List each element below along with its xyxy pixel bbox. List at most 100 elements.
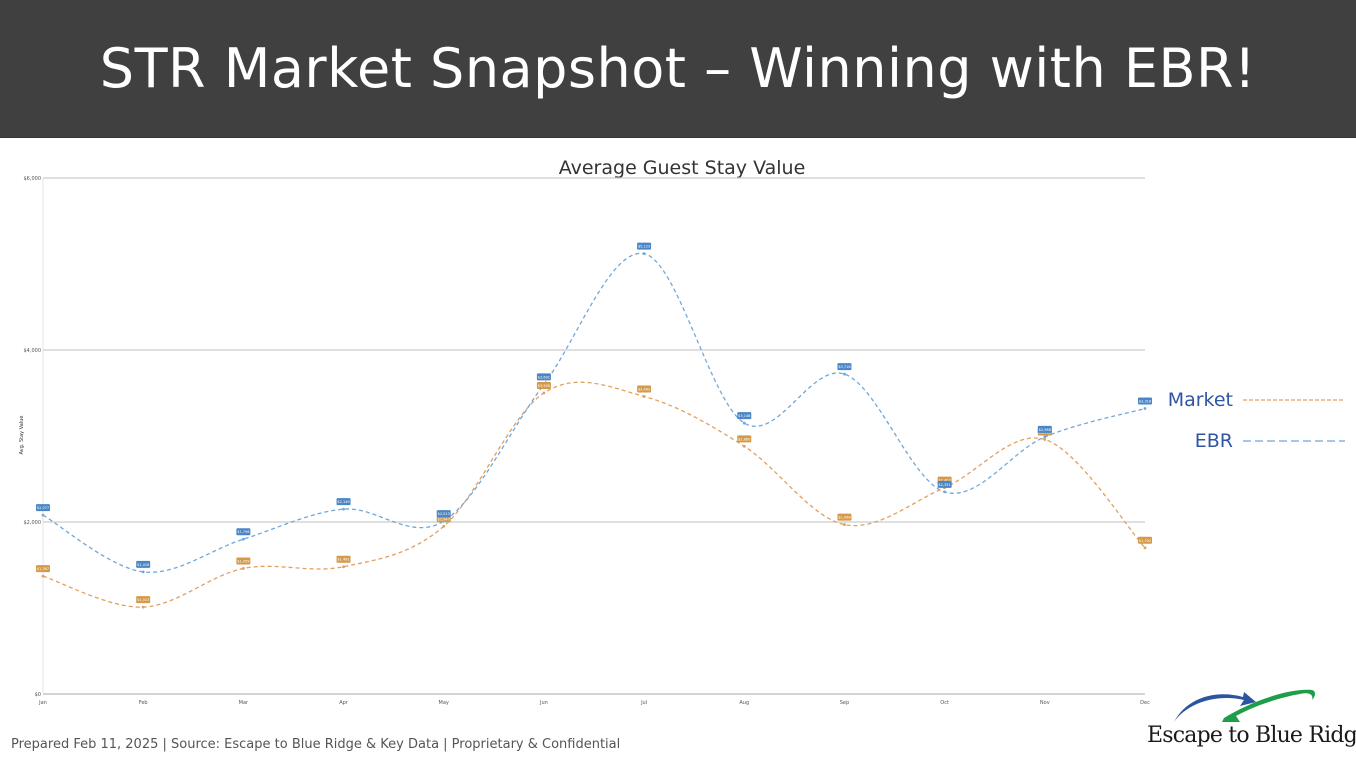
ebr-point <box>141 570 145 574</box>
market-point <box>843 523 846 526</box>
ebr-data-label: $2,351 <box>937 480 952 488</box>
market-data-label-text: $1,702 <box>1139 539 1151 543</box>
ebr-data-label-box <box>937 480 952 488</box>
market-point <box>1143 546 1147 550</box>
legend-label-market: Market <box>1168 389 1233 411</box>
ebr-data-label-text: $5,123 <box>638 245 650 249</box>
market-data-label-text: $1,013 <box>137 598 149 602</box>
market-data-label-box <box>737 435 752 443</box>
market-line <box>42 381 1146 608</box>
chart-title: Average Guest Stay Value <box>559 157 806 179</box>
market-data-label-box <box>36 565 50 573</box>
ebr-data-label: $2,149 <box>336 498 351 506</box>
y-tick-label: $0 <box>35 692 41 698</box>
market-data-label-box <box>136 596 151 604</box>
ebr-data-label-text: $2,077 <box>37 506 49 510</box>
ebr-data-label-box <box>436 510 451 518</box>
market-data-label: $1,702 <box>1138 536 1152 544</box>
ebr-data-label-box <box>336 498 351 506</box>
market-data-label-box <box>837 513 852 521</box>
ebr-point <box>943 490 947 494</box>
ebr-data-label-text: $2,988 <box>1039 428 1051 432</box>
ebr-data-label: $2,013 <box>436 510 451 518</box>
logo-text: Escape to Blue Ridge <box>1147 723 1356 748</box>
market-point <box>542 391 546 395</box>
ebr-data-label-box <box>136 560 151 568</box>
ebr-data-label-text: $2,013 <box>438 512 450 516</box>
ebr-point <box>642 252 646 256</box>
market-point <box>241 567 245 570</box>
x-tick-label: Sep <box>840 700 849 706</box>
source-note: Prepared Feb 11, 2025 | Source: Escape t… <box>11 737 621 752</box>
market-data-label: $1,367 <box>36 565 50 573</box>
ebr-data-label: $1,796 <box>236 528 251 536</box>
ebr-data-label: $2,988 <box>1037 425 1052 433</box>
market-data-label-text: $1,481 <box>337 558 349 562</box>
x-tick-label: Apr <box>339 700 349 706</box>
ebr-data-label-box <box>1138 397 1152 405</box>
market-data-label-text: $1,367 <box>37 567 49 571</box>
market-point <box>442 524 446 528</box>
page-title: STR Market Snapshot – Winning with EBR! <box>99 37 1257 100</box>
ebr-data-label: $5,123 <box>637 242 652 250</box>
ebr-data-label-text: $3,718 <box>838 365 850 369</box>
ebr-data-label-text: $2,149 <box>337 500 349 504</box>
market-data-label: $1,481 <box>336 555 351 563</box>
ebr-data-label-text: $3,601 <box>538 375 550 379</box>
line-chart: Average Guest Stay Value Avg. Stay Value… <box>19 157 1345 706</box>
market-data-label: $3,500 <box>536 382 551 389</box>
ebr-point <box>241 537 245 541</box>
ebr-data-label-box <box>36 504 50 512</box>
ebr-point <box>742 421 746 425</box>
market-point <box>642 395 646 398</box>
legend-label-ebr: EBR <box>1195 430 1233 452</box>
ebr-data-label-box <box>737 412 752 420</box>
ebr-point <box>342 507 345 511</box>
ebr-point <box>41 513 45 517</box>
y-tick-label: $6,000 <box>24 176 42 182</box>
x-tick-label: Dec <box>1140 700 1150 706</box>
market-data-label: $3,462 <box>637 385 652 393</box>
x-tick-label: Mar <box>239 700 249 706</box>
market-data-label-box <box>336 555 351 563</box>
ebr-data-label-box <box>837 363 852 371</box>
ebr-point <box>843 372 846 376</box>
x-tick-label: Jun <box>539 700 548 706</box>
x-tick-label: Jan <box>38 700 47 706</box>
ebr-point <box>1043 435 1047 439</box>
ebr-data-label-box <box>236 528 251 536</box>
ebr-data-label: $2,077 <box>36 504 50 512</box>
market-data-label-box <box>637 385 652 393</box>
market-data-label-text: $1,459 <box>237 559 249 563</box>
market-data-label: $1,459 <box>236 557 251 565</box>
ebr-data-label-text: $3,148 <box>738 414 750 418</box>
ebr-line <box>42 253 1146 573</box>
market-point <box>41 574 45 578</box>
y-axis-label: Avg. Stay Value <box>19 416 25 455</box>
ebr-data-label: $3,318 <box>1138 397 1152 405</box>
x-tick-label: Oct <box>940 700 949 706</box>
market-point <box>342 565 345 569</box>
ebr-data-label: $1,416 <box>136 560 151 568</box>
market-point <box>141 605 145 609</box>
market-data-label-text: $2,880 <box>738 437 750 441</box>
company-logo: Escape to Blue Ridge <box>1140 682 1356 758</box>
x-tick-label: Aug <box>739 700 749 706</box>
x-tick-label: Jul <box>640 700 647 706</box>
ebr-point <box>1143 407 1147 410</box>
ebr-data-label-text: $1,796 <box>237 530 249 534</box>
ebr-data-label-text: $1,416 <box>137 563 149 567</box>
title-banner: STR Market Snapshot – Winning with EBR! <box>0 0 1356 138</box>
market-data-label-text: $2,403 <box>939 479 951 483</box>
ebr-data-label-text: $2,351 <box>939 483 951 487</box>
market-point <box>742 444 746 448</box>
gridlines <box>43 177 1145 695</box>
y-tick-label: $2,000 <box>24 520 42 526</box>
logo-swoosh-icon <box>1174 689 1315 722</box>
market-data-label-box <box>536 382 551 389</box>
market-data-label: $1,968 <box>837 513 852 521</box>
data-labels: $1,367 $1,013 $1,459 $1,481 $1,947 $3,500 $3,4… <box>36 242 1152 604</box>
market-point <box>1043 438 1047 441</box>
x-tick-label: May <box>439 700 449 706</box>
market-data-label-box <box>236 557 251 565</box>
